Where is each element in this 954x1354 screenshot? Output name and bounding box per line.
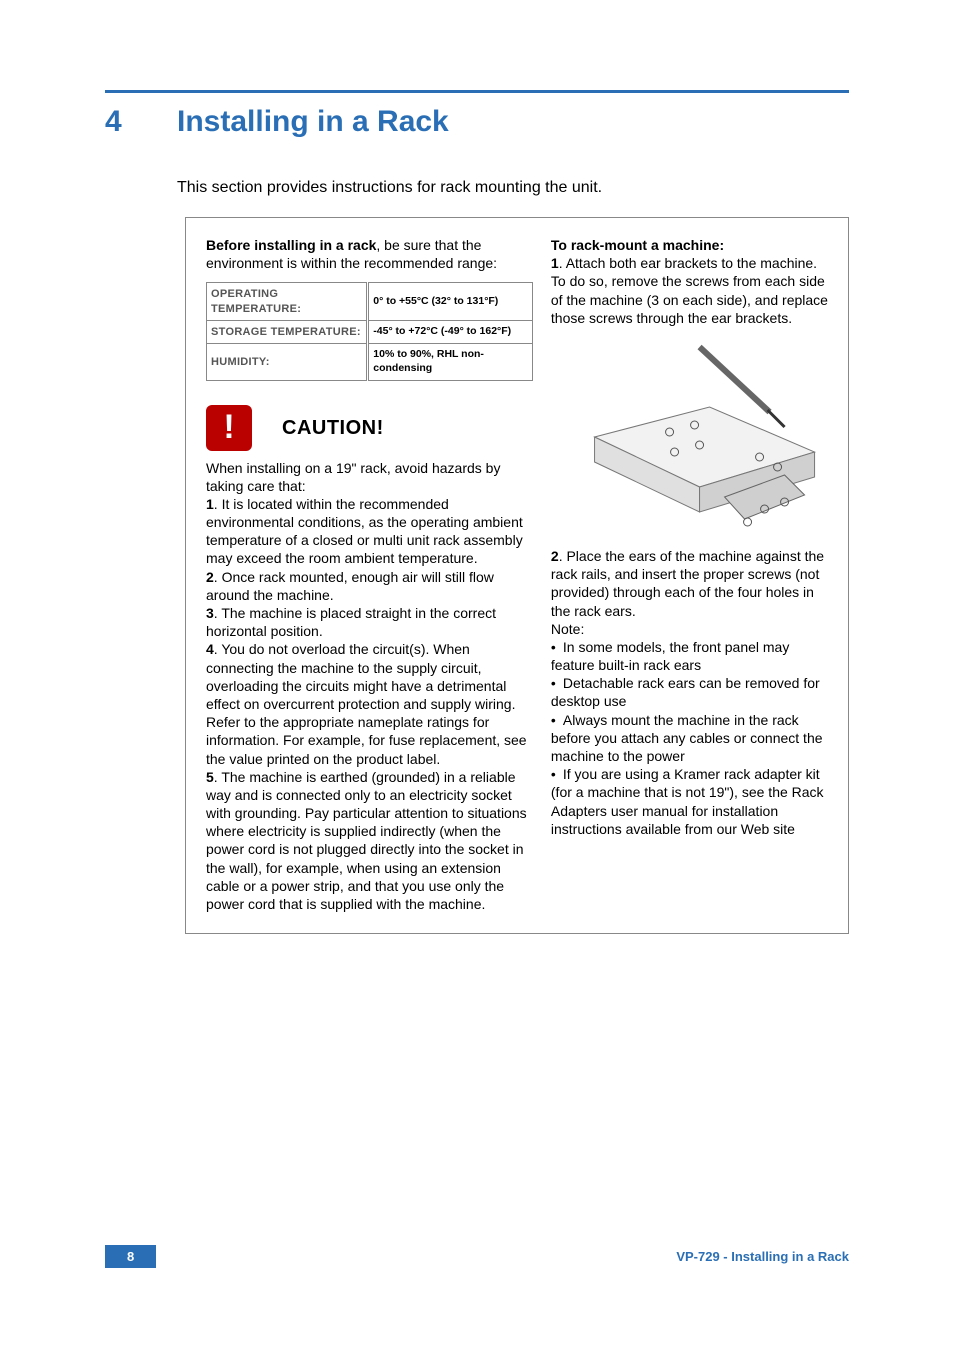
- env-label: HUMIDITY:: [207, 344, 368, 380]
- note-list: In some models, the front panel may feat…: [551, 638, 828, 838]
- right-column: To rack-mount a machine: 1. Attach both …: [551, 236, 828, 913]
- diagram-svg: [551, 337, 828, 537]
- bracket-diagram: [551, 337, 828, 537]
- note-item: Always mount the machine in the rack bef…: [551, 711, 828, 766]
- table-row: OPERATING TEMPERATURE: 0° to +55°C (32° …: [207, 283, 533, 321]
- env-value: -45° to +72°C (-49° to 162°F): [368, 320, 533, 343]
- caution-icon: [206, 405, 252, 451]
- rack-step-1: 1. Attach both ear brackets to the machi…: [551, 254, 828, 327]
- env-value: 0° to +55°C (32° to 131°F): [368, 283, 533, 321]
- note-label: Note:: [551, 620, 828, 638]
- caution-title: CAUTION!: [282, 415, 384, 441]
- caution-item-1: 1. It is located within the recommended …: [206, 495, 533, 568]
- caution-item-4: 4. You do not overload the circuit(s). W…: [206, 640, 533, 767]
- top-divider: [105, 90, 849, 93]
- env-label: OPERATING TEMPERATURE:: [207, 283, 368, 321]
- caution-intro: When installing on a 19" rack, avoid haz…: [206, 459, 533, 495]
- caution-item-5: 5. The machine is earthed (grounded) in …: [206, 768, 533, 914]
- chapter-header: 4 Installing in a Rack: [105, 105, 849, 139]
- chapter-title: Installing in a Rack: [177, 105, 449, 139]
- rack-mount-heading: To rack-mount a machine:: [551, 236, 828, 254]
- content-box: Before installing in a rack, be sure tha…: [185, 217, 849, 934]
- env-value: 10% to 90%, RHL non-condensing: [368, 344, 533, 380]
- env-label: STORAGE TEMPERATURE:: [207, 320, 368, 343]
- note-item: In some models, the front panel may feat…: [551, 638, 828, 674]
- caution-item-3: 3. The machine is placed straight in the…: [206, 604, 533, 640]
- note-item: Detachable rack ears can be removed for …: [551, 674, 828, 710]
- intro-text: This section provides instructions for r…: [177, 179, 849, 197]
- footer: 8 VP-729 - Installing in a Rack: [0, 1245, 954, 1268]
- table-row: STORAGE TEMPERATURE: -45° to +72°C (-49°…: [207, 320, 533, 343]
- table-row: HUMIDITY: 10% to 90%, RHL non-condensing: [207, 344, 533, 380]
- before-bold: Before installing in a rack: [206, 237, 376, 253]
- env-table: OPERATING TEMPERATURE: 0° to +55°C (32° …: [206, 282, 533, 380]
- left-column: Before installing in a rack, be sure tha…: [206, 236, 533, 913]
- chapter-number: 4: [105, 105, 177, 139]
- rack-step-2: 2. Place the ears of the machine against…: [551, 547, 828, 620]
- page-number: 8: [105, 1245, 156, 1268]
- caution-item-2: 2. Once rack mounted, enough air will st…: [206, 568, 533, 604]
- caution-header: CAUTION!: [206, 405, 533, 451]
- before-install-text: Before installing in a rack, be sure tha…: [206, 236, 533, 272]
- footer-right: VP-729 - Installing in a Rack: [676, 1249, 849, 1264]
- note-item: If you are using a Kramer rack adapter k…: [551, 765, 828, 838]
